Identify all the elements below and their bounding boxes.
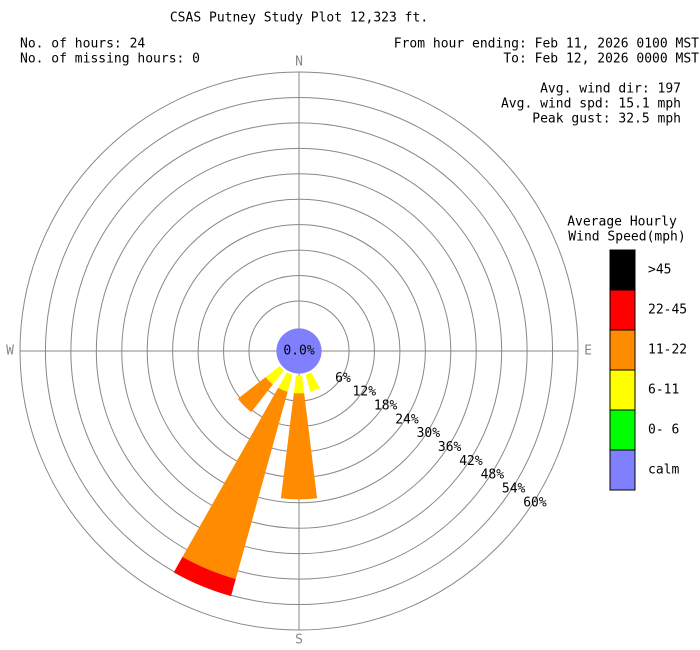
info-text: No. of hours: 24 — [20, 37, 145, 52]
compass-label: N — [295, 55, 303, 70]
legend-swatch — [609, 409, 636, 451]
info-text: No. of missing hours: 0 — [20, 52, 200, 67]
legend-title: Wind Speed(mph) — [568, 230, 685, 245]
sector — [280, 393, 318, 500]
legend-swatch — [609, 289, 636, 331]
legend-label: 6-11 — [648, 383, 679, 398]
legend-swatch — [609, 249, 636, 291]
ring-label: 42% — [459, 454, 483, 469]
legend-label: >45 — [648, 263, 671, 278]
sector — [237, 377, 273, 413]
sector — [182, 387, 288, 579]
stat-text: Avg. wind spd: 15.1 mph — [501, 97, 681, 112]
compass-label: S — [295, 633, 303, 648]
sector — [293, 375, 305, 394]
legend-label: 0- 6 — [648, 423, 679, 438]
sector — [305, 372, 320, 392]
sector — [173, 556, 236, 597]
ring-label: 12% — [353, 385, 377, 400]
ring-label: 6% — [335, 371, 351, 386]
calm-label: 0.0% — [283, 344, 314, 359]
legend-swatch — [609, 329, 636, 371]
legend-label: 11-22 — [648, 343, 687, 358]
legend-label: calm — [648, 463, 679, 478]
ring-label: 24% — [395, 412, 419, 427]
legend-label: 22-45 — [648, 303, 687, 318]
compass-label: E — [584, 344, 592, 359]
sector — [265, 366, 284, 385]
compass-label: W — [6, 344, 14, 359]
ring-label: 60% — [523, 495, 547, 510]
stat-text: Peak gust: 32.5 mph — [532, 112, 681, 127]
ring-label: 48% — [481, 468, 505, 483]
legend-swatch — [609, 449, 636, 491]
ring-label: 54% — [502, 482, 526, 497]
info-text: From hour ending: Feb 11, 2026 0100 MST — [394, 37, 699, 52]
sector — [278, 372, 293, 392]
calm-circle — [276, 328, 322, 374]
info-text: To: Feb 12, 2026 0000 MST — [503, 52, 699, 67]
ring-label: 36% — [438, 440, 462, 455]
legend-title: Average Hourly — [567, 215, 677, 230]
ring-label: 18% — [374, 398, 398, 413]
chart-title: CSAS Putney Study Plot 12,323 ft. — [170, 11, 428, 26]
legend-swatch — [609, 369, 636, 411]
ring-label: 30% — [417, 426, 441, 441]
stat-text: Avg. wind dir: 197 — [540, 82, 681, 97]
